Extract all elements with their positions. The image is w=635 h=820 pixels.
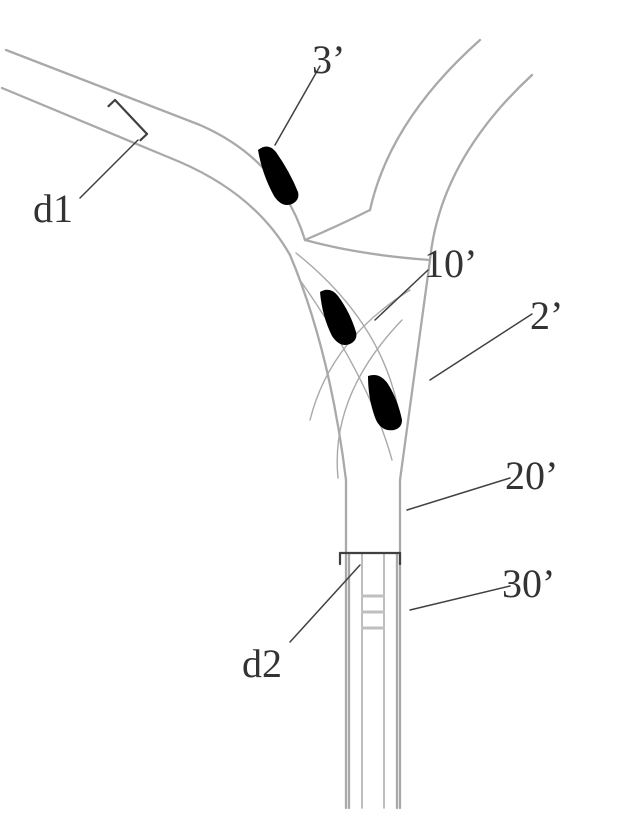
leader-d1 (80, 140, 138, 198)
label-3p: 3’ (312, 36, 345, 83)
leader-l20p (407, 478, 510, 510)
label-10p: 10’ (424, 240, 477, 287)
vessel-right-branch-left (370, 40, 480, 210)
leader-l10p (375, 270, 428, 320)
thrombus-2 (368, 375, 402, 430)
label-2p: 2’ (530, 292, 563, 339)
leader-l2p (430, 314, 532, 380)
label-20p: 20’ (505, 452, 558, 499)
vessel-junction-inner (305, 210, 370, 240)
vessel-main-right (305, 240, 430, 808)
thrombus-1 (320, 290, 356, 345)
vessel-right-branch-right (430, 75, 532, 260)
figure-page: d1 d2 3’ 10’ 2’ 20’ 30’ (0, 0, 635, 820)
figure-svg (0, 0, 635, 820)
label-d2: d2 (242, 640, 282, 687)
bracket-d1-tick1 (108, 100, 115, 106)
mesh-line-2 (300, 280, 392, 460)
thrombus-0 (258, 146, 298, 205)
bracket-d1-tick2 (140, 134, 147, 140)
bracket-d1-main (115, 100, 147, 134)
label-30p: 30’ (502, 560, 555, 607)
label-d1: d1 (33, 185, 73, 232)
leader-l30p (410, 586, 510, 610)
